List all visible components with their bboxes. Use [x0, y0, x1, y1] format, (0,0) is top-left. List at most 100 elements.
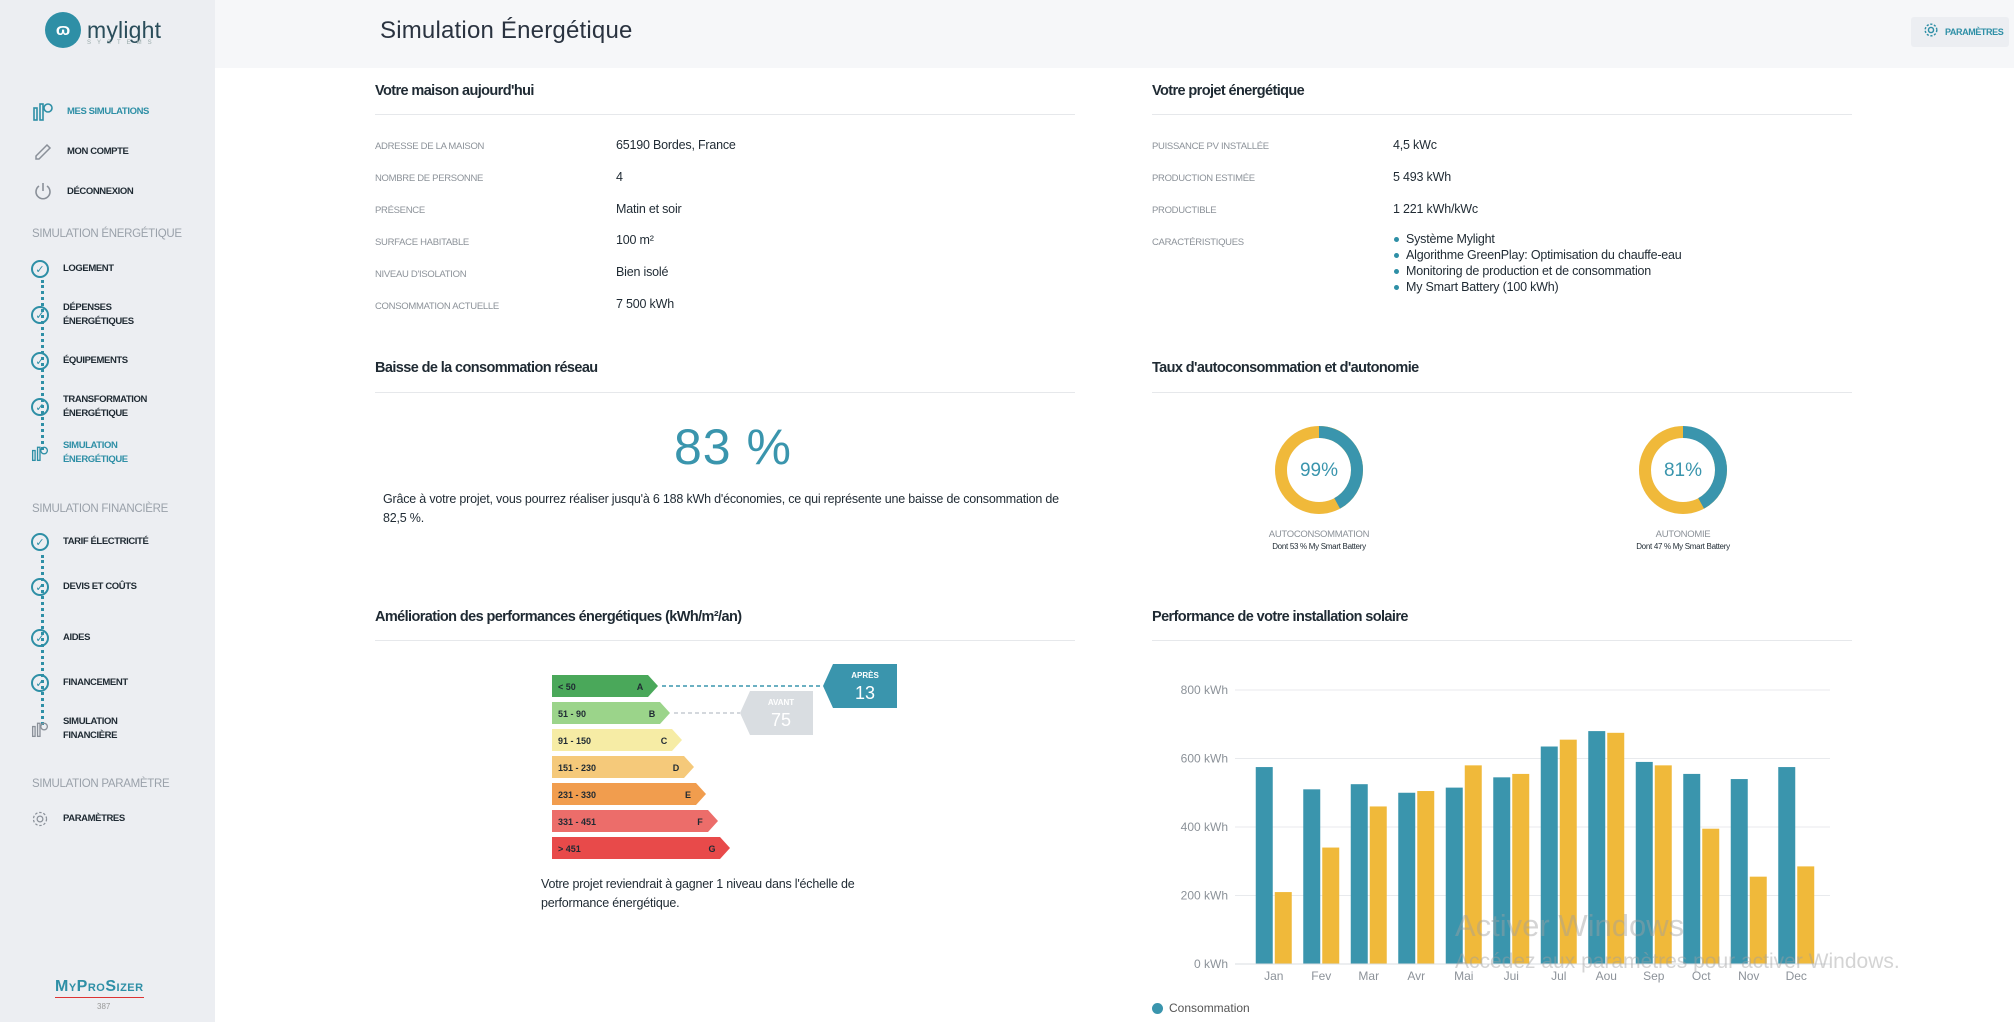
step-logement[interactable]: ✓ LOGEMENT: [31, 260, 158, 278]
dpe-before-label: AVANT: [768, 698, 794, 707]
bar-consommation: [1493, 777, 1511, 964]
dpe-class-bar: [552, 756, 694, 778]
dpe-class-letter: C: [661, 736, 668, 746]
simulations-icon: [31, 99, 55, 123]
dpe-text: Votre projet reviendrait à gagner 1 nive…: [541, 877, 855, 910]
parametres-label: PARAMÈTRES: [1945, 27, 2004, 37]
step-equipements[interactable]: ✓ ÉQUIPEMENTS: [31, 352, 158, 370]
bar-production: [1702, 828, 1720, 964]
sidebar: ɷ mylight SYSTEMS MES SIMULATIONS MON CO…: [0, 0, 215, 1022]
x-tick-label: Aou: [1596, 969, 1617, 983]
step-simulation-financiere[interactable]: SIMULATION FINANCIÈRE: [31, 715, 158, 743]
donut-sublabel: Dont 53 % My Smart Battery: [1272, 542, 1366, 551]
nav-deconnexion[interactable]: DÉCONNEXION: [31, 176, 167, 206]
divider: [375, 640, 1075, 641]
dpe-after-label: APRÈS: [851, 671, 879, 680]
project-value: 5 493 kWh: [1393, 170, 1451, 184]
dpe-card-title: Amélioration des performances énergétiqu…: [375, 609, 742, 625]
step-label: DEVIS ET COÛTS: [63, 581, 137, 592]
myprosizer-logo: MyProSizer: [55, 978, 144, 998]
divider: [375, 114, 1075, 115]
house-value: 7 500 kWh: [616, 297, 674, 311]
check-icon: ✓: [31, 398, 49, 416]
x-tick-label: Avr: [1407, 969, 1425, 983]
house-card-title: Votre maison aujourd'hui: [375, 83, 534, 99]
dpe-class-bar: [552, 702, 670, 724]
legend-label: Consommation: [1169, 1001, 1250, 1015]
x-tick-label: Nov: [1738, 969, 1759, 983]
y-tick-label: 400 kWh: [1181, 820, 1228, 834]
brand-subtitle: SYSTEMS: [87, 40, 158, 46]
x-tick-label: Jul: [1551, 969, 1566, 983]
check-icon: ✓: [31, 674, 49, 692]
nav-label: MES SIMULATIONS: [67, 105, 149, 117]
step-transformation-energetique[interactable]: ✓ TRANSFORMATION ÉNERGÉTIQUE: [31, 393, 158, 421]
house-key: SURFACE HABITABLE: [375, 237, 469, 248]
dpe-before-value: 75: [771, 710, 791, 730]
x-tick-label: Jan: [1264, 969, 1283, 983]
dpe-class-range: 231 - 330: [558, 790, 596, 800]
project-key: CARACTÉRISTIQUES: [1152, 237, 1244, 248]
check-icon: ✓: [31, 306, 49, 324]
step-simulation-energetique[interactable]: SIMULATION ÉNERGÉTIQUE: [31, 439, 158, 467]
parametres-button[interactable]: PARAMÈTRES: [1911, 17, 2009, 47]
bar-consommation: [1683, 773, 1701, 964]
check-icon: ✓: [31, 578, 49, 596]
bar-production: [1322, 847, 1340, 964]
house-value: 100 m²: [616, 233, 654, 247]
step-depenses-energetiques[interactable]: ✓ DÉPENSES ÉNERGÉTIQUES: [31, 301, 158, 329]
page-title: Simulation Énergétique: [380, 17, 633, 44]
bar-production: [1369, 806, 1387, 964]
step-label: AIDES: [63, 632, 91, 643]
step-label: SIMULATION ÉNERGÉTIQUE: [63, 440, 128, 465]
dpe-class-range: 151 - 230: [558, 763, 596, 773]
step-tarif-electricite[interactable]: ✓ TARIF ÉLECTRICITÉ: [31, 533, 158, 551]
x-tick-label: Mar: [1358, 969, 1379, 983]
bar-production: [1464, 765, 1482, 964]
check-icon: ✓: [31, 629, 49, 647]
step-financement[interactable]: ✓ FINANCEMENT: [31, 674, 158, 692]
step-label: DÉPENSES ÉNERGÉTIQUES: [63, 302, 134, 327]
dpe-class-letter: B: [649, 709, 656, 719]
dpe-after-value: 13: [855, 683, 875, 703]
donut-value: 99%: [1300, 460, 1338, 481]
step-label: LOGEMENT: [63, 263, 114, 274]
divider: [375, 392, 1075, 393]
dpe-class-bar: [552, 837, 730, 859]
step-parametres[interactable]: PARAMÈTRES: [31, 810, 158, 828]
bar-production: [1654, 765, 1672, 964]
check-icon: ✓: [31, 352, 49, 370]
dpe-class-letter: D: [673, 763, 680, 773]
feature-item: Algorithme GreenPlay: Optimisation du ch…: [1391, 247, 1682, 263]
divider: [1152, 392, 1852, 393]
chart-legend: Consommation: [1152, 1001, 1250, 1015]
bar-production: [1607, 732, 1625, 964]
bar-consommation: [1350, 784, 1368, 964]
nav-mes-simulations[interactable]: MES SIMULATIONS: [31, 96, 167, 126]
dpe-class-range: 51 - 90: [558, 709, 586, 719]
y-tick-label: 800 kWh: [1181, 683, 1228, 697]
house-value: 4: [616, 170, 623, 184]
reduction-text: Grâce à votre projet, vous pourrez réali…: [383, 492, 1059, 525]
feature-item: My Smart Battery (100 kWh): [1391, 279, 1682, 295]
simulations-icon: [31, 720, 49, 738]
bar-production: [1512, 773, 1530, 964]
bar-consommation: [1540, 746, 1558, 964]
house-key: ADRESSE DE LA MAISON: [375, 141, 485, 152]
x-tick-label: Mai: [1454, 969, 1473, 983]
step-aides[interactable]: ✓ AIDES: [31, 629, 158, 647]
nav-mon-compte[interactable]: MON COMPTE: [31, 136, 167, 166]
dpe-class-bar: [552, 783, 706, 805]
simulations-icon: [31, 444, 49, 462]
y-tick-label: 200 kWh: [1181, 889, 1228, 903]
step-devis-et-couts[interactable]: ✓ DEVIS ET COÛTS: [31, 578, 158, 596]
step-label: ÉQUIPEMENTS: [63, 355, 128, 366]
brand-logo[interactable]: ɷ mylight: [45, 12, 161, 48]
house-key: NOMBRE DE PERSONNE: [375, 173, 484, 184]
bar-consommation: [1445, 787, 1463, 964]
step-label: TARIF ÉLECTRICITÉ: [63, 536, 149, 547]
solar-performance-chart: 0 kWh 200 kWh 400 kWh 600 kWh 800 kWh Jan Fev M…: [1181, 683, 1830, 983]
bar-consommation: [1588, 731, 1606, 964]
bar-consommation: [1635, 761, 1653, 964]
donut-arc-primary: [1639, 426, 1727, 514]
